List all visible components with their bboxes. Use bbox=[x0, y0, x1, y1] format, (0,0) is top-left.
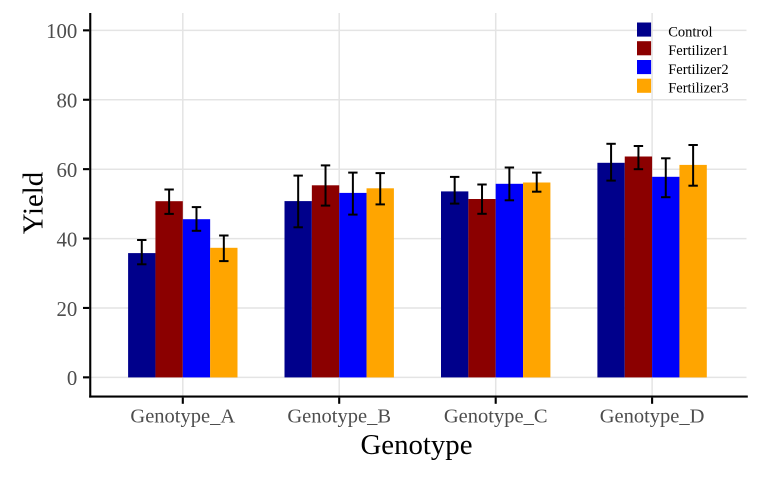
svg-text:Genotype: Genotype bbox=[361, 429, 473, 461]
svg-text:20: 20 bbox=[57, 298, 78, 321]
svg-text:Genotype_C: Genotype_C bbox=[444, 406, 548, 428]
svg-text:Yield: Yield bbox=[17, 171, 49, 234]
svg-text:Fertilizer2: Fertilizer2 bbox=[668, 62, 728, 78]
svg-text:100: 100 bbox=[46, 20, 77, 43]
svg-text:60: 60 bbox=[57, 159, 78, 182]
svg-text:Genotype_B: Genotype_B bbox=[287, 406, 391, 428]
svg-text:40: 40 bbox=[57, 228, 78, 251]
svg-text:Control: Control bbox=[668, 24, 712, 40]
svg-text:Genotype_D: Genotype_D bbox=[600, 406, 705, 428]
svg-text:Fertilizer3: Fertilizer3 bbox=[668, 81, 728, 97]
svg-text:Fertilizer1: Fertilizer1 bbox=[668, 43, 728, 59]
svg-text:80: 80 bbox=[57, 90, 78, 113]
svg-text:0: 0 bbox=[67, 367, 77, 390]
svg-text:Genotype_A: Genotype_A bbox=[130, 406, 235, 428]
